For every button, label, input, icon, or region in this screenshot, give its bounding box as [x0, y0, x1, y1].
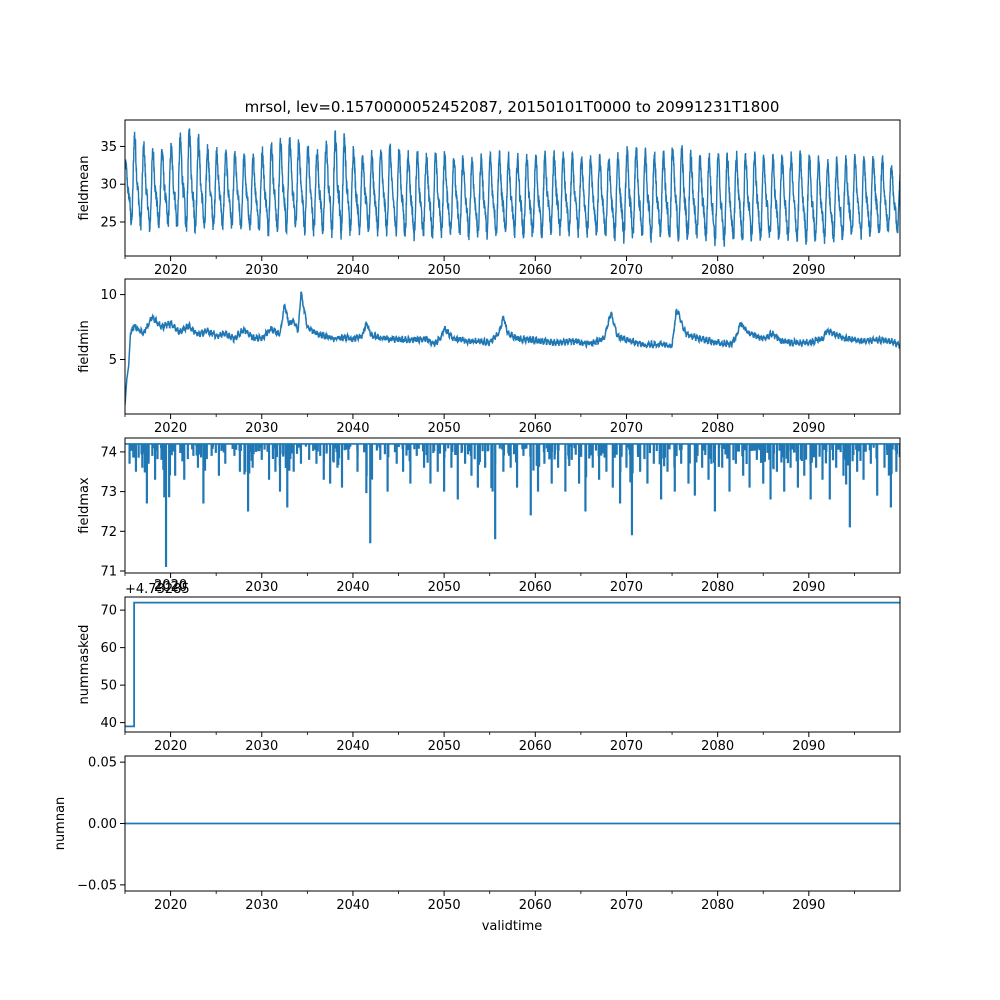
y-tick-label: 60: [100, 641, 117, 656]
x-tick-label: 2030: [245, 580, 278, 595]
x-tick-label: 2040: [336, 580, 369, 595]
y-tick-label: 25: [100, 216, 117, 231]
plot-area-fieldmin: [125, 291, 900, 405]
series-line-fieldmin: [125, 291, 900, 405]
axes-frame: [124, 119, 901, 257]
x-tick-label: 2050: [428, 263, 461, 278]
x-tick-label: 2020: [154, 739, 187, 754]
y-tick-label: 70: [100, 604, 117, 619]
axes-frame: [124, 596, 901, 733]
plot-area-fieldmax: [125, 443, 900, 568]
x-tick-label: 2060: [519, 739, 552, 754]
y-tick-label: 50: [100, 679, 117, 694]
x-tick-label: 2040: [336, 263, 369, 278]
y-axis-label-fieldmax: fieldmax: [77, 477, 92, 534]
x-tick-label-overlap: 2020: [154, 578, 187, 593]
subplot-fieldmax: 2020 2030 2040 2050 2060 2070 2080 2090 71 72 73 74…: [77, 437, 901, 595]
x-tick-label: 2040: [336, 898, 369, 913]
x-tick-label: 2050: [428, 739, 461, 754]
y-tick-label: 35: [100, 140, 117, 155]
x-tick-label: 2090: [792, 739, 825, 754]
x-tick-label: 2040: [336, 739, 369, 754]
y-tick-label: 10: [100, 288, 117, 303]
x-tick-label: 2030: [245, 739, 278, 754]
plot-area-fieldmean: [125, 128, 900, 247]
series-line-fieldmean: [125, 128, 900, 247]
y-tick-label: 30: [100, 178, 117, 193]
x-tick-label: 2070: [610, 739, 643, 754]
x-tick-label: 2020: [154, 421, 187, 436]
x-tick-label: 2090: [792, 263, 825, 278]
subplot-fieldmin: 2020 2030 2040 2050 2060 2070 2080 2090 5 10 field…: [77, 278, 901, 436]
y-tick-label: 0.00: [88, 817, 117, 832]
x-tick-label: 2070: [610, 898, 643, 913]
y-tick-label: −0.05: [77, 878, 117, 893]
x-tick-label: 2060: [519, 898, 552, 913]
x-tick-label: 2060: [519, 263, 552, 278]
x-tick-label: 2050: [428, 580, 461, 595]
x-tick-label: 2080: [701, 263, 734, 278]
x-tick-label: 2080: [701, 421, 734, 436]
plot-area-nummasked: [125, 601, 900, 728]
y-tick-label: 0.05: [88, 756, 117, 771]
y-tick-label: 40: [100, 716, 117, 731]
x-tick-label: 2020: [154, 580, 187, 595]
x-tick-label: 2090: [792, 898, 825, 913]
x-tick-label: 2050: [428, 421, 461, 436]
x-tick-label: 2030: [245, 898, 278, 913]
x-tick-label: 2030: [245, 421, 278, 436]
y-tick-label: 5: [109, 353, 117, 368]
axes-frame: [124, 437, 901, 574]
x-tick-label: 2080: [701, 898, 734, 913]
y-tick-label: 72: [100, 525, 117, 540]
y-tick-label: 71: [100, 565, 117, 580]
x-tick-label: 2070: [610, 421, 643, 436]
x-tick-label: 2020: [154, 263, 187, 278]
y-axis-label-fieldmin: fieldmin: [77, 320, 92, 373]
x-tick-label: 2060: [519, 580, 552, 595]
x-tick-label: 2090: [792, 421, 825, 436]
x-tick-label: 2060: [519, 421, 552, 436]
x-tick-label: 2080: [701, 580, 734, 595]
x-tick-label: 2020: [154, 898, 187, 913]
y-axis-label-numnan: numnan: [53, 797, 68, 851]
x-tick-label: 2070: [610, 580, 643, 595]
y-axis-label-fieldmean: fieldmean: [77, 156, 92, 221]
y-axis-label-nummasked: nummasked: [77, 625, 92, 705]
axes-frame: [124, 278, 901, 415]
y-tick-label: 74: [100, 445, 117, 460]
x-tick-label: 2090: [792, 580, 825, 595]
series-line-nummasked: [125, 601, 900, 728]
y-offset-text: +4.73285: [125, 582, 190, 597]
subplot-panels: 2020 2030 2040 2050 2060 2070 2080 2090 25 30 35 fi…: [53, 119, 901, 913]
subplot-fieldmean: 2020 2030 2040 2050 2060 2070 2080 2090 25 30 35 fi…: [77, 119, 901, 278]
x-tick-label: 2040: [336, 421, 369, 436]
y-tick-label: 73: [100, 485, 117, 500]
x-tick-label: 2030: [245, 263, 278, 278]
series-dips-fieldmax: [128, 443, 900, 568]
x-tick-label: 2070: [610, 263, 643, 278]
subplot-numnan: 2020 2030 2040 2050 2060 2070 2080 2090 −0.05 0.0…: [53, 755, 901, 913]
subplot-nummasked: 2020 2030 2040 2050 2060 2070 2080 2090 40 50 60 70…: [77, 578, 901, 754]
x-axis-label: validtime: [482, 919, 543, 934]
x-tick-label: 2050: [428, 898, 461, 913]
chart-title: mrsol, lev=0.1570000052452087, 20150101T…: [245, 98, 780, 116]
x-tick-label: 2080: [701, 739, 734, 754]
